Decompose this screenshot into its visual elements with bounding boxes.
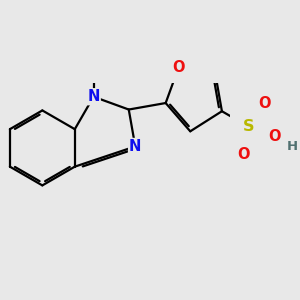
Text: O: O xyxy=(172,60,185,75)
Text: O: O xyxy=(269,129,281,144)
Text: N: N xyxy=(129,139,142,154)
Text: O: O xyxy=(237,147,250,162)
Text: S: S xyxy=(243,119,254,134)
Text: H: H xyxy=(287,140,298,153)
Text: N: N xyxy=(87,89,100,104)
Text: O: O xyxy=(258,96,271,111)
